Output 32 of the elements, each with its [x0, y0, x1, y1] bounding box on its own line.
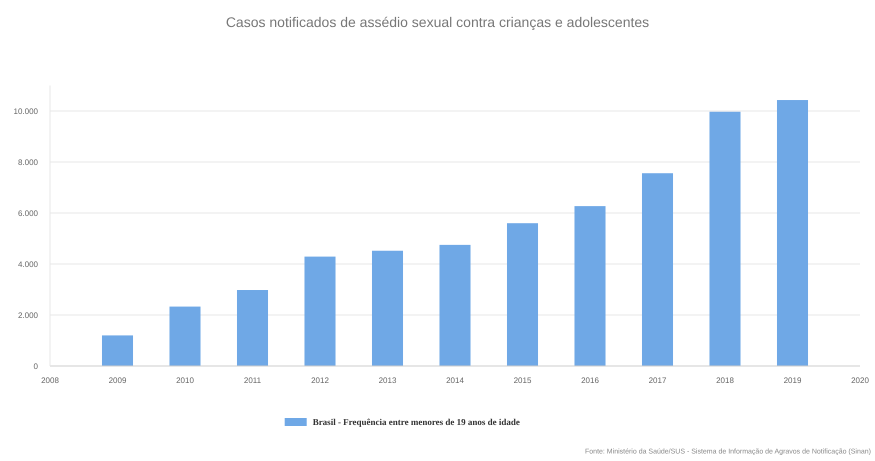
x-tick-label: 2019	[784, 376, 802, 385]
x-tick-label: 2008	[41, 376, 60, 385]
bar	[776, 100, 808, 366]
x-tick-label: 2011	[244, 376, 262, 385]
y-tick-label: 10.000	[14, 106, 39, 116]
x-tick-label: 2012	[311, 376, 330, 385]
y-tick-label: 2.000	[18, 310, 39, 320]
x-tick-label: 2017	[648, 376, 667, 385]
chart-title: Casos notificados de assédio sexual contra crianças e adolescentes	[226, 14, 650, 30]
bar	[372, 250, 404, 366]
x-tick-label: 2015	[514, 376, 532, 385]
bar	[236, 290, 268, 366]
x-tick-label: 2020	[851, 376, 870, 385]
x-tick-label: 2014	[446, 376, 464, 385]
bar	[304, 256, 336, 366]
y-tick-label: 4.000	[18, 260, 39, 269]
x-tick-label: 2018	[716, 376, 734, 385]
bar	[169, 306, 201, 366]
bar	[506, 223, 538, 366]
bar	[642, 173, 674, 366]
x-tick-label: 2010	[176, 376, 194, 385]
x-tick-label: 2009	[108, 376, 127, 385]
bar	[574, 206, 606, 366]
x-tick-label: 2016	[581, 376, 600, 385]
bar	[439, 244, 471, 366]
x-tick-label: 2013	[378, 376, 397, 385]
y-tick-label: 0	[34, 362, 39, 371]
legend-label: Brasil - Frequência entre menores de 19 anos de idade	[312, 417, 520, 428]
y-tick-label: 8.000	[18, 158, 39, 167]
y-tick-label: 6.000	[18, 208, 39, 218]
bar	[709, 112, 741, 366]
bar	[102, 335, 134, 366]
